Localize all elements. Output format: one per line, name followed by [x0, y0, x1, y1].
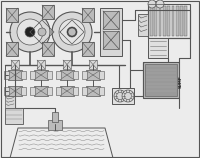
Circle shape [38, 28, 46, 36]
Bar [6, 8, 18, 22]
Circle shape [67, 27, 77, 37]
Polygon shape [10, 128, 113, 158]
Bar [82, 42, 94, 56]
Circle shape [114, 90, 126, 102]
Bar [145, 64, 177, 96]
Bar [47, 87, 52, 95]
Bar [30, 71, 35, 79]
Bar [4, 87, 9, 95]
Bar [82, 71, 87, 79]
Bar [21, 71, 26, 79]
Bar [73, 87, 78, 95]
Circle shape [122, 90, 134, 102]
Bar [47, 71, 52, 79]
Bar [73, 71, 78, 79]
Circle shape [59, 19, 85, 45]
Bar [103, 11, 119, 29]
Bar [163, 6, 166, 36]
Bar [103, 31, 119, 49]
Bar [56, 87, 61, 95]
Bar [6, 42, 18, 56]
Bar [63, 60, 71, 69]
Bar [60, 70, 74, 80]
Circle shape [25, 27, 35, 37]
Bar [99, 87, 104, 95]
Circle shape [17, 19, 43, 45]
Bar [11, 60, 19, 69]
Bar [148, 38, 168, 58]
Bar [34, 70, 48, 80]
Bar [4, 71, 9, 79]
Bar [159, 6, 161, 36]
Bar [180, 6, 183, 36]
Bar [143, 62, 179, 98]
Bar [34, 86, 48, 96]
Text: SUMP: SUMP [179, 76, 183, 88]
Bar [56, 71, 61, 79]
Polygon shape [60, 20, 84, 44]
Circle shape [156, 0, 164, 8]
Bar [154, 6, 157, 36]
Bar [5, 96, 15, 108]
Circle shape [52, 12, 92, 52]
Bar [176, 6, 179, 36]
Bar [86, 86, 100, 96]
Bar [42, 42, 54, 56]
Bar [60, 86, 74, 96]
Bar [100, 8, 122, 56]
Bar [112, 88, 134, 104]
Bar [21, 87, 26, 95]
Bar [48, 120, 62, 130]
Bar [89, 60, 97, 69]
Bar [138, 14, 148, 36]
Bar [148, 4, 190, 38]
Bar [184, 6, 187, 36]
Bar [86, 70, 100, 80]
Circle shape [148, 0, 156, 8]
Circle shape [68, 28, 76, 36]
Bar [42, 5, 54, 19]
Bar [167, 6, 170, 36]
Bar [82, 87, 87, 95]
Bar [5, 108, 23, 124]
Bar [150, 6, 153, 36]
Bar [52, 112, 58, 122]
Polygon shape [30, 20, 54, 44]
Bar [172, 6, 174, 36]
Bar [8, 86, 22, 96]
Bar [82, 8, 94, 22]
Bar [30, 87, 35, 95]
Bar [99, 71, 104, 79]
Bar [37, 60, 45, 69]
Circle shape [10, 12, 50, 52]
Bar [8, 70, 22, 80]
